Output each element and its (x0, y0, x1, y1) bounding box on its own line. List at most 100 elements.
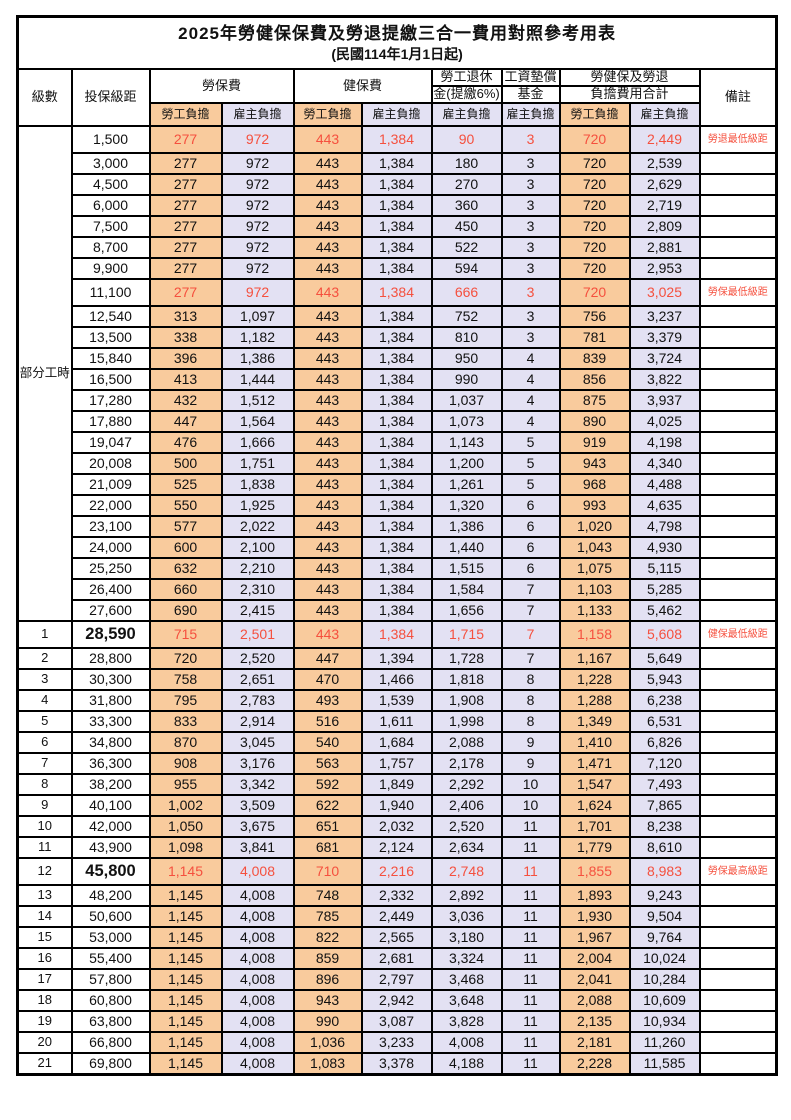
cell-hea-er: 1,384 (360, 347, 433, 370)
cell-pen: 810 (430, 326, 503, 349)
cell-lab-emp: 447 (148, 410, 223, 433)
cell-hea-er: 1,384 (360, 368, 433, 391)
table-row: 26,400 660 2,310 443 1,384 1,584 7 1,103 5,285 (18, 578, 778, 601)
remark-cell (698, 968, 778, 991)
cell-lab-er: 4,008 (220, 926, 295, 949)
cell-fund: 11 (500, 884, 561, 907)
cell-lab-er: 4,008 (220, 1031, 295, 1054)
cell-hea-er: 1,384 (360, 578, 433, 601)
cell-tot-er: 10,284 (628, 968, 701, 991)
bracket-cell: 27,600 (70, 599, 151, 622)
cell-tot-er: 9,243 (628, 884, 701, 907)
cell-tot-emp: 1,133 (558, 599, 631, 622)
cell-pen: 3,468 (430, 968, 503, 991)
cell-pen: 3,180 (430, 926, 503, 949)
cell-tot-er: 2,881 (628, 236, 701, 259)
bracket-cell: 66,800 (70, 1031, 151, 1054)
cell-hea-emp: 943 (292, 989, 363, 1012)
cell-tot-emp: 1,893 (558, 884, 631, 907)
cell-lab-emp: 277 (148, 278, 223, 307)
col-header-fund-line2: 基金 (500, 85, 561, 104)
cell-hea-er: 2,332 (360, 884, 433, 907)
cell-lab-emp: 720 (148, 647, 223, 670)
cell-hea-emp: 443 (292, 305, 363, 328)
cell-fund: 10 (500, 794, 561, 817)
cell-lab-er: 1,751 (220, 452, 295, 475)
cell-tot-er: 8,983 (628, 857, 701, 886)
cell-pen: 180 (430, 152, 503, 175)
cell-tot-emp: 756 (558, 305, 631, 328)
bracket-cell: 40,100 (70, 794, 151, 817)
table-row: 16 55,400 1,145 4,008 859 2,681 3,324 11 2,004 10… (16, 947, 778, 970)
cell-tot-er: 4,488 (628, 473, 701, 496)
cell-hea-emp: 443 (292, 452, 363, 475)
cell-tot-emp: 875 (558, 389, 631, 412)
bracket-cell: 31,800 (70, 689, 151, 712)
cell-tot-er: 10,024 (628, 947, 701, 970)
cell-fund: 11 (500, 968, 561, 991)
remark-cell (698, 326, 778, 349)
remark-cell (698, 347, 778, 370)
page-subtitle: (民國114年1月1日起) (331, 45, 463, 62)
cell-lab-er: 1,666 (220, 431, 295, 454)
cell-tot-emp: 720 (558, 152, 631, 175)
bracket-cell: 11,100 (70, 278, 151, 307)
cell-pen: 1,715 (430, 620, 503, 649)
cell-tot-emp: 1,855 (558, 857, 631, 886)
cell-fund: 3 (500, 152, 561, 175)
cell-tot-er: 5,608 (628, 620, 701, 649)
cell-tot-emp: 2,135 (558, 1010, 631, 1033)
cell-tot-emp: 720 (558, 236, 631, 259)
level-cell: 9 (16, 794, 73, 817)
cell-lab-er: 3,675 (220, 815, 295, 838)
cell-tot-emp: 1,020 (558, 515, 631, 538)
cell-hea-er: 1,384 (360, 452, 433, 475)
level-cell: 8 (16, 773, 73, 796)
cell-fund: 11 (500, 947, 561, 970)
cell-lab-emp: 550 (148, 494, 223, 517)
bracket-cell: 12,540 (70, 305, 151, 328)
remark-cell (698, 905, 778, 928)
table-row: 15,840 396 1,386 443 1,384 950 4 839 3,724 (18, 347, 778, 370)
table-row: 18 60,800 1,145 4,008 943 2,942 3,648 11 2,088 10… (16, 989, 778, 1012)
bracket-cell: 43,900 (70, 836, 151, 859)
remark-cell (698, 926, 778, 949)
cell-hea-er: 1,384 (360, 536, 433, 559)
table-row: 9 40,100 1,002 3,509 622 1,940 2,406 10 1,624 7,8… (16, 794, 778, 817)
table-row: 12,540 313 1,097 443 1,384 752 3 756 3,237 (18, 305, 778, 328)
cell-lab-emp: 577 (148, 515, 223, 538)
cell-fund: 6 (500, 557, 561, 580)
remark-cell: 勞保最高級距 (698, 857, 778, 886)
cell-tot-emp: 1,349 (558, 710, 631, 733)
bracket-cell: 6,000 (70, 194, 151, 217)
level-cell: 18 (16, 989, 73, 1012)
table-row: 4,500 277 972 443 1,384 270 3 720 2,629 (18, 173, 778, 196)
cell-hea-er: 1,384 (360, 125, 433, 154)
subheader-health-employer: 雇主負擔 (360, 102, 433, 127)
cell-tot-emp: 1,779 (558, 836, 631, 859)
table-row: 11,100 277 972 443 1,384 666 3 720 3,025 勞保最低級距 (18, 278, 778, 307)
bracket-cell: 28,590 (70, 620, 151, 649)
cell-hea-er: 1,757 (360, 752, 433, 775)
remark-cell (698, 368, 778, 391)
bracket-cell: 36,300 (70, 752, 151, 775)
cell-lab-emp: 870 (148, 731, 223, 754)
cell-hea-emp: 1,083 (292, 1052, 363, 1076)
table-row: 21,009 525 1,838 443 1,384 1,261 5 968 4,488 (18, 473, 778, 496)
cell-hea-emp: 443 (292, 578, 363, 601)
level-cell: 14 (16, 905, 73, 928)
bracket-cell: 63,800 (70, 1010, 151, 1033)
table-row: 7 36,300 908 3,176 563 1,757 2,178 9 1,471 7,120 (16, 752, 778, 775)
bracket-cell: 34,800 (70, 731, 151, 754)
cell-hea-emp: 443 (292, 347, 363, 370)
bracket-cell: 17,280 (70, 389, 151, 412)
title-row: 2025年勞健保保費及勞退提繳三合一費用對照參考用表 (民國114年1月1日起) (16, 15, 778, 70)
cell-tot-emp: 2,088 (558, 989, 631, 1012)
cell-tot-er: 6,826 (628, 731, 701, 754)
cell-lab-emp: 1,145 (148, 947, 223, 970)
cell-lab-er: 1,512 (220, 389, 295, 412)
remark-cell (698, 215, 778, 238)
remark-cell (698, 884, 778, 907)
cell-tot-er: 4,025 (628, 410, 701, 433)
cell-tot-emp: 1,288 (558, 689, 631, 712)
